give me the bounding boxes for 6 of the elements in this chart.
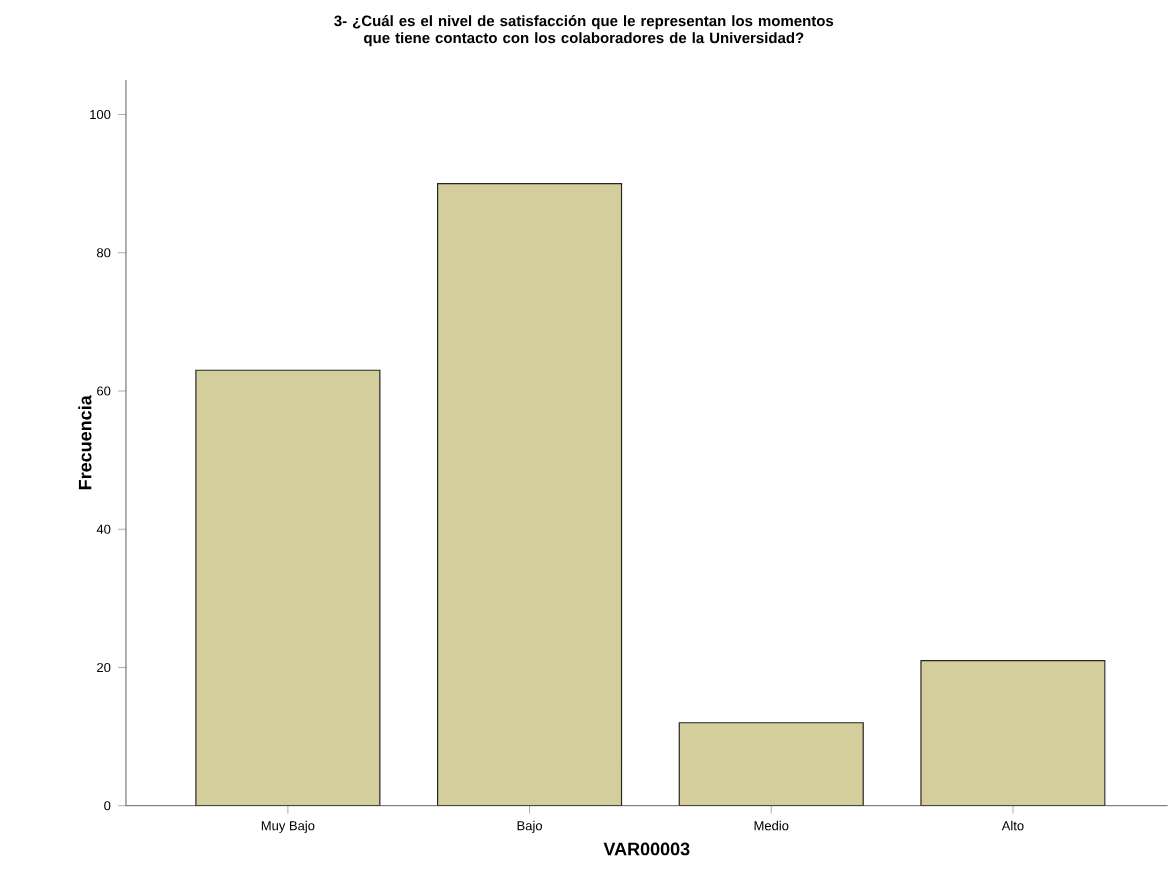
bar [678,722,864,806]
bar [195,369,381,806]
y-axis-title: Frecuencia [78,395,92,490]
bar [437,183,623,806]
x-axis-title: VAR00003 [603,842,690,856]
bar [920,660,1106,806]
